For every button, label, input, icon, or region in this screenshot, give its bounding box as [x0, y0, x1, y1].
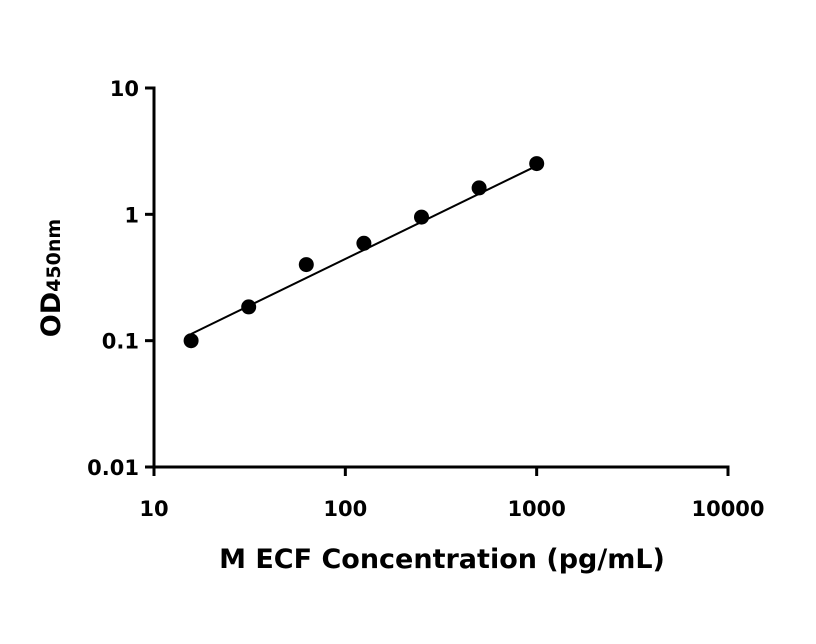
x-tick-label: 1000 — [507, 497, 565, 521]
y-tick-label: 10 — [110, 77, 139, 101]
data-point — [529, 156, 545, 172]
y-axis-title-main: OD — [36, 292, 67, 337]
y-axis-title: OD450nm — [36, 219, 67, 337]
data-point — [183, 333, 199, 349]
x-axis-title: M ECF Concentration (pg/mL) — [219, 544, 665, 575]
data-point — [356, 235, 372, 251]
x-tick-label: 100 — [323, 497, 367, 521]
data-point — [471, 180, 487, 196]
y-tick-label: 0.01 — [87, 456, 139, 480]
x-tick-label: 10000 — [691, 497, 764, 521]
y-tick-label: 1 — [124, 203, 139, 227]
x-tick-label: 10 — [139, 497, 168, 521]
axes-layer: 0.01 0.1 1 10 10 100 1000 10000 — [87, 77, 764, 521]
y-tick-label: 0.1 — [102, 330, 139, 354]
data-point — [241, 299, 257, 315]
data-points-layer — [183, 156, 545, 349]
data-point — [298, 257, 314, 273]
y-axis-title-subscript: 450nm — [43, 219, 65, 292]
data-point — [414, 209, 429, 225]
